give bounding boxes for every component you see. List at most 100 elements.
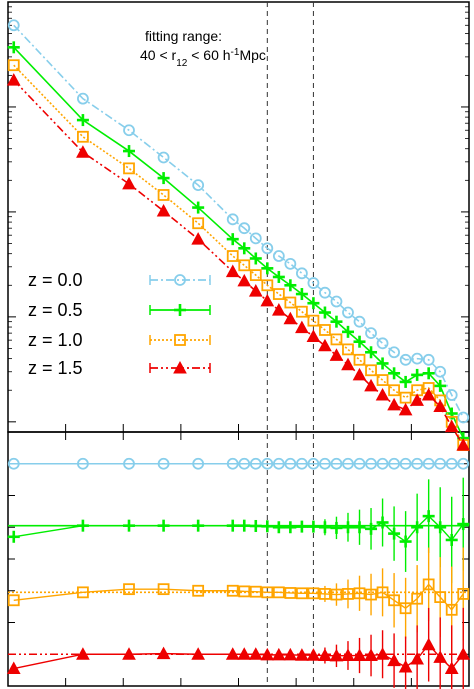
data-point bbox=[387, 653, 401, 667]
data-point bbox=[318, 648, 332, 662]
data-point bbox=[123, 457, 135, 470]
data-point bbox=[364, 648, 378, 662]
data-point bbox=[249, 232, 262, 245]
data-point bbox=[398, 402, 413, 416]
data-point bbox=[272, 586, 285, 599]
data-point bbox=[445, 457, 458, 470]
data-point bbox=[174, 334, 186, 346]
data-point bbox=[7, 457, 20, 470]
data-point bbox=[7, 19, 20, 32]
data-point bbox=[191, 232, 206, 245]
annotation-line-2: 40 < r12 < 60 h-1Mpc bbox=[140, 47, 266, 69]
data-point bbox=[376, 586, 389, 599]
data-point bbox=[457, 411, 470, 424]
data-point bbox=[7, 594, 20, 607]
data-point bbox=[353, 521, 366, 534]
data-point bbox=[156, 646, 171, 660]
data-point bbox=[237, 647, 252, 660]
data-point bbox=[249, 252, 262, 265]
data-point bbox=[376, 337, 389, 350]
data-point bbox=[319, 286, 331, 299]
data-point bbox=[388, 346, 400, 359]
data-point bbox=[318, 521, 331, 534]
data-point bbox=[444, 419, 459, 433]
data-point bbox=[295, 305, 308, 318]
data-point bbox=[329, 348, 344, 361]
data-point bbox=[76, 145, 90, 158]
data-point bbox=[341, 521, 354, 534]
data-point bbox=[306, 648, 321, 661]
data-point bbox=[295, 520, 308, 533]
data-point bbox=[411, 352, 424, 365]
data-point bbox=[77, 92, 89, 105]
data-point bbox=[248, 647, 263, 660]
data-point bbox=[421, 387, 436, 401]
data-point bbox=[399, 353, 412, 366]
data-point bbox=[295, 457, 308, 470]
data-point bbox=[353, 335, 366, 348]
data-point bbox=[261, 457, 274, 470]
data-point bbox=[410, 393, 424, 406]
data-point bbox=[330, 315, 343, 328]
data-point bbox=[192, 519, 205, 532]
data-point bbox=[157, 189, 170, 201]
data-point bbox=[261, 586, 274, 599]
data-point bbox=[77, 457, 89, 470]
data-point bbox=[375, 387, 390, 401]
data-point bbox=[156, 203, 171, 217]
data-point bbox=[319, 588, 331, 600]
data-point bbox=[226, 584, 239, 597]
data-point bbox=[7, 41, 20, 54]
data-point bbox=[272, 250, 285, 262]
data-point bbox=[157, 151, 170, 164]
data-point bbox=[157, 172, 170, 185]
data-point bbox=[123, 162, 135, 175]
data-point bbox=[284, 296, 297, 309]
data-point bbox=[77, 586, 89, 599]
data-point bbox=[192, 457, 205, 470]
data-point bbox=[388, 384, 400, 397]
data-point bbox=[173, 360, 187, 374]
data-point bbox=[319, 457, 331, 470]
data-point bbox=[399, 535, 412, 548]
data-point bbox=[422, 578, 435, 591]
legend-label-z10: z = 1.0 bbox=[28, 330, 83, 350]
legend-label-z15: z = 1.5 bbox=[28, 358, 83, 378]
data-point bbox=[319, 324, 331, 336]
data-point bbox=[330, 521, 343, 534]
data-point bbox=[445, 389, 458, 401]
data-point bbox=[295, 587, 308, 600]
data-point bbox=[174, 304, 186, 316]
data-point bbox=[376, 357, 389, 370]
data-point bbox=[157, 519, 170, 532]
data-point bbox=[410, 651, 424, 665]
data-point bbox=[342, 457, 354, 470]
data-point bbox=[306, 329, 321, 343]
data-point bbox=[157, 457, 170, 470]
series-line-top-0 bbox=[13, 24, 464, 418]
data-point bbox=[398, 659, 413, 673]
data-point bbox=[271, 303, 286, 316]
data-point bbox=[192, 179, 205, 192]
data-point bbox=[365, 588, 377, 601]
data-point bbox=[388, 457, 400, 470]
data-point bbox=[249, 457, 262, 470]
data-point bbox=[295, 288, 308, 301]
data-point bbox=[388, 594, 400, 607]
data-point bbox=[411, 592, 424, 605]
data-point bbox=[352, 648, 367, 662]
data-point bbox=[283, 311, 298, 325]
data-point bbox=[123, 583, 135, 596]
data-point bbox=[434, 591, 447, 603]
data-point bbox=[225, 264, 240, 278]
data-point bbox=[192, 201, 205, 214]
data-point bbox=[365, 327, 377, 340]
data-point bbox=[433, 650, 448, 663]
data-point bbox=[238, 259, 251, 272]
data-point bbox=[122, 647, 136, 660]
data-point bbox=[330, 457, 343, 470]
data-point bbox=[341, 357, 355, 371]
data-point bbox=[387, 397, 401, 411]
data-point bbox=[272, 270, 285, 283]
data-point bbox=[237, 273, 252, 287]
